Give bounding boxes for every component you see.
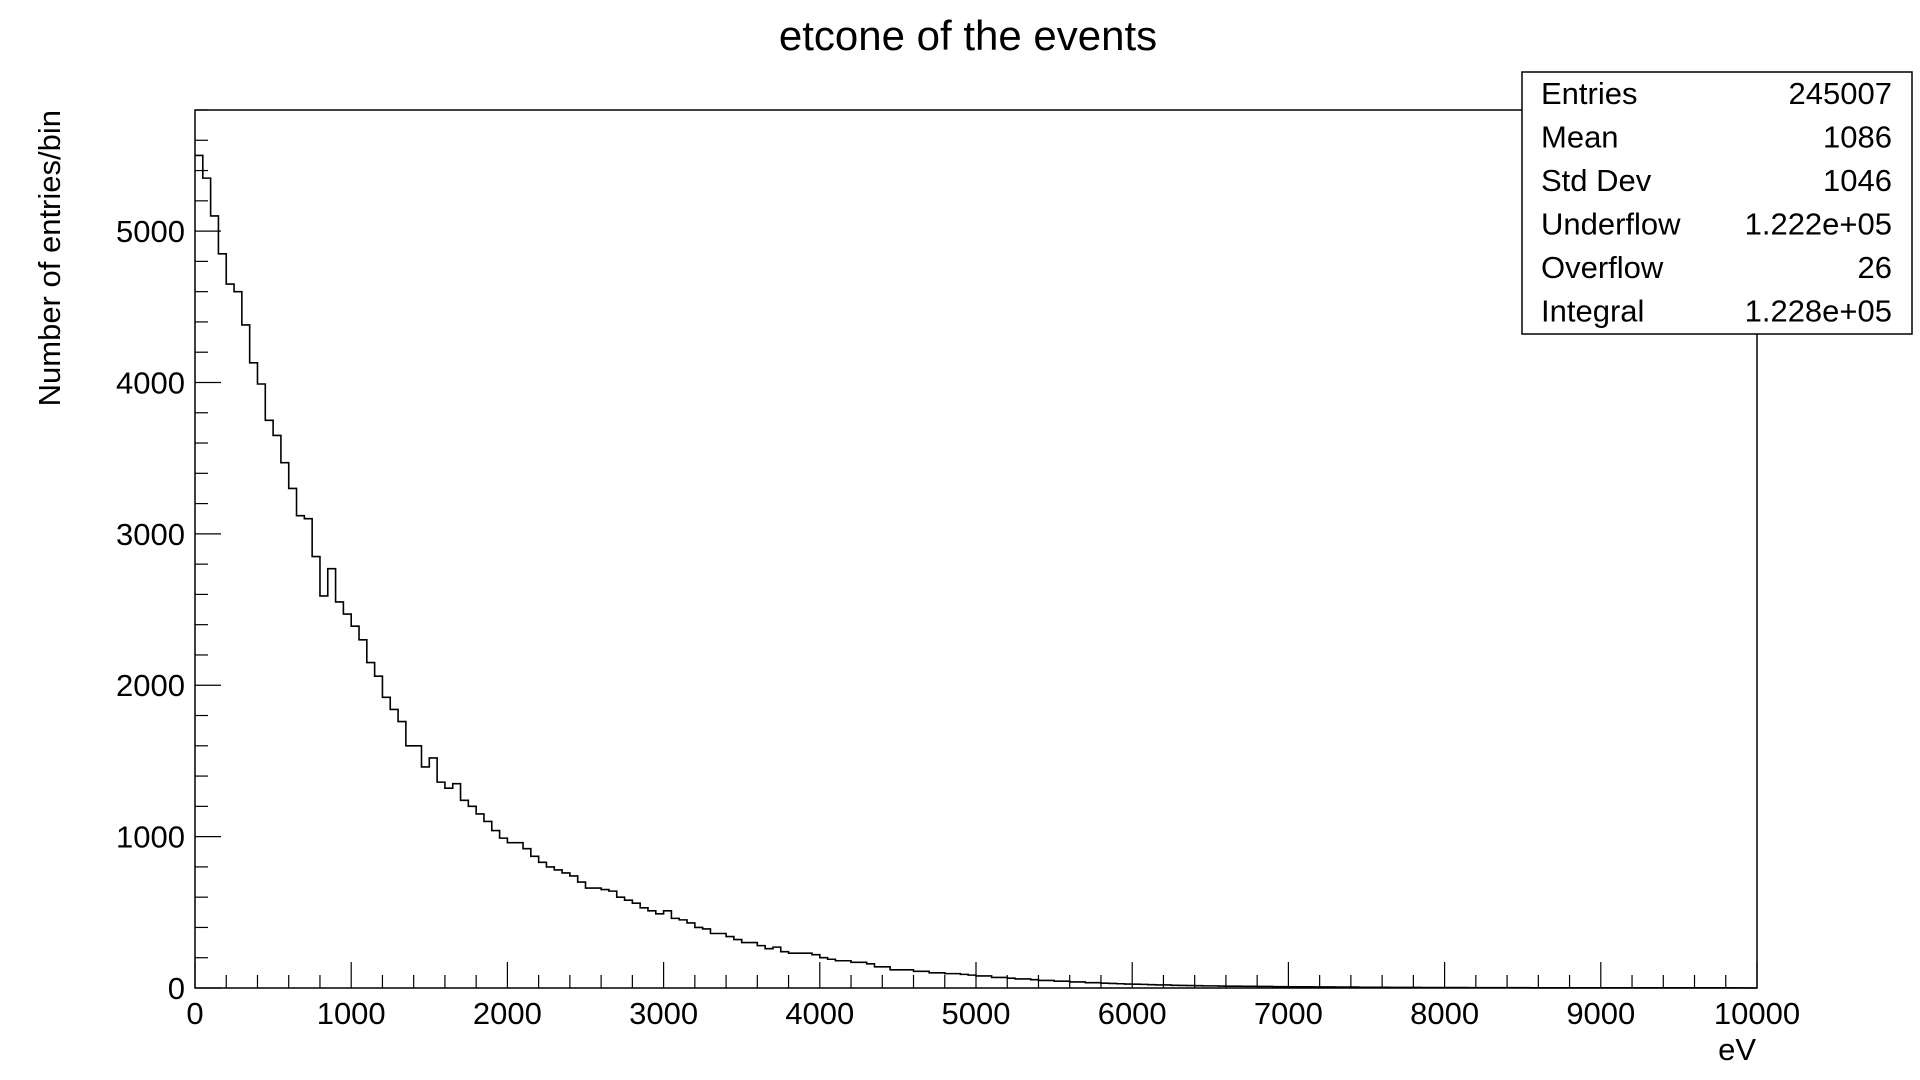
x-tick-label: 10000 xyxy=(1714,996,1800,1031)
stats-label: Overflow xyxy=(1541,250,1664,285)
stats-value: 1046 xyxy=(1823,163,1892,198)
stats-label: Std Dev xyxy=(1541,163,1652,198)
y-tick-label: 0 xyxy=(168,971,185,1006)
x-tick-label: 9000 xyxy=(1566,996,1635,1031)
y-tick-label: 2000 xyxy=(116,668,185,703)
x-tick-label: 1000 xyxy=(317,996,386,1031)
x-axis: 0 1000 2000 3000 4000 5000 6000 7000 8000 9000 100… xyxy=(186,962,1800,1031)
y-tick-label: 3000 xyxy=(116,517,185,552)
stats-box: Entries 245007 Mean 1086 Std Dev 1046 Underflo… xyxy=(1521,71,1913,335)
y-tick-label: 5000 xyxy=(116,214,185,249)
x-tick-label: 7000 xyxy=(1254,996,1323,1031)
stats-label: Mean xyxy=(1541,120,1619,155)
stats-value: 1.222e+05 xyxy=(1745,207,1892,242)
stats-label: Entries xyxy=(1541,76,1637,111)
y-axis: 0 1000 2000 3000 4000 5000 xyxy=(116,109,221,1006)
y-tick-label: 1000 xyxy=(116,820,185,855)
stats-value: 1.228e+05 xyxy=(1745,294,1892,329)
stats-value: 1086 xyxy=(1823,120,1892,155)
stats-label: Underflow xyxy=(1541,207,1681,242)
stats-value: 245007 xyxy=(1789,76,1892,111)
x-tick-label: 4000 xyxy=(785,996,854,1031)
x-tick-label: 6000 xyxy=(1098,996,1167,1031)
x-tick-label: 3000 xyxy=(629,996,698,1031)
histogram-step-line xyxy=(195,154,1758,989)
x-tick-label: 0 xyxy=(186,996,203,1031)
y-axis-label: Number of entries/bin xyxy=(32,110,67,406)
y-tick-label: 4000 xyxy=(116,365,185,400)
x-axis-label: eV xyxy=(1718,1032,1756,1067)
stats-label: Integral xyxy=(1541,294,1644,329)
stats-value: 26 xyxy=(1858,250,1892,285)
chart-title: etcone of the events xyxy=(779,12,1157,59)
x-tick-label: 8000 xyxy=(1410,996,1479,1031)
x-tick-label: 5000 xyxy=(942,996,1011,1031)
x-tick-label: 2000 xyxy=(473,996,542,1031)
